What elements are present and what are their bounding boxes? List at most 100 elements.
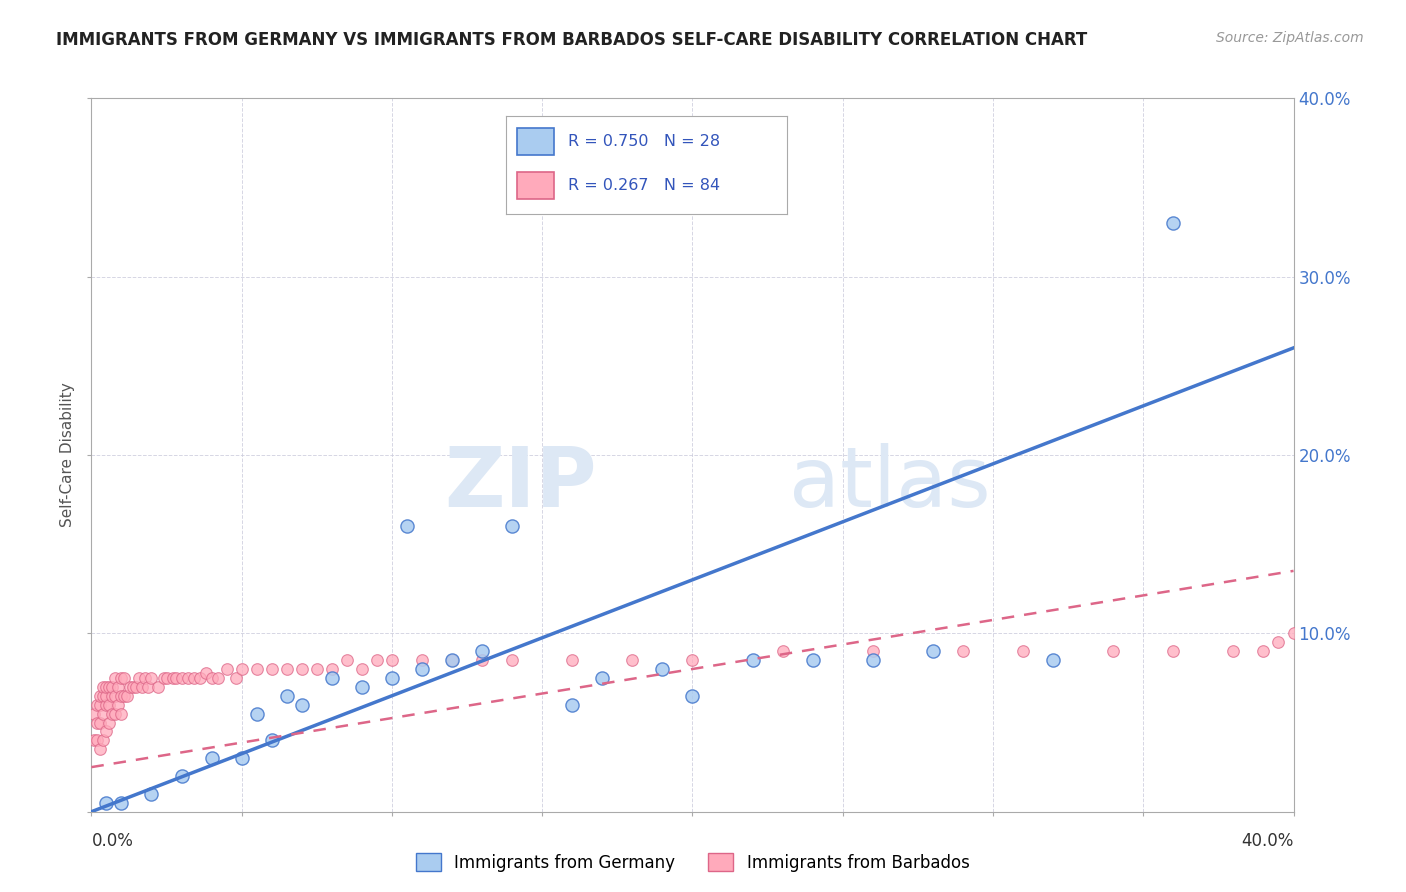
Point: [1102, 644, 1125, 658]
Point: [862, 644, 884, 658]
Point: [1042, 653, 1064, 667]
Point: [471, 653, 494, 667]
Point: [101, 706, 124, 721]
Point: [122, 680, 145, 694]
Point: [1253, 644, 1275, 658]
Point: [176, 671, 198, 685]
Point: [260, 662, 283, 676]
Point: [114, 671, 136, 685]
Point: [350, 680, 373, 694]
Point: [591, 671, 613, 685]
Point: [201, 671, 224, 685]
Point: [501, 653, 523, 667]
Point: [321, 662, 343, 676]
Point: [89, 742, 111, 756]
Point: [681, 689, 703, 703]
Point: [1222, 644, 1244, 658]
Point: [96, 724, 118, 739]
Point: [86, 715, 108, 730]
Text: R = 0.750   N = 28: R = 0.750 N = 28: [568, 134, 720, 149]
Point: [110, 671, 132, 685]
Point: [120, 680, 142, 694]
Point: [138, 680, 160, 694]
Point: [125, 680, 148, 694]
Point: [395, 519, 418, 533]
Point: [772, 644, 794, 658]
Point: [141, 787, 163, 801]
Point: [93, 706, 115, 721]
Point: [225, 671, 247, 685]
Point: [96, 796, 118, 810]
Point: [922, 644, 945, 658]
Point: [862, 653, 884, 667]
Point: [98, 680, 121, 694]
Point: [381, 653, 404, 667]
Point: [1012, 644, 1035, 658]
Point: [801, 653, 824, 667]
Point: [260, 733, 283, 747]
Point: [114, 689, 136, 703]
Text: IMMIGRANTS FROM GERMANY VS IMMIGRANTS FROM BARBADOS SELF-CARE DISABILITY CORRELA: IMMIGRANTS FROM GERMANY VS IMMIGRANTS FR…: [56, 31, 1087, 49]
Point: [411, 662, 433, 676]
FancyBboxPatch shape: [517, 128, 554, 155]
Point: [366, 653, 388, 667]
Point: [321, 671, 343, 685]
Point: [246, 662, 269, 676]
Point: [501, 519, 523, 533]
Point: [107, 698, 129, 712]
Point: [110, 706, 132, 721]
Point: [141, 671, 163, 685]
Point: [104, 671, 127, 685]
Point: [89, 715, 111, 730]
Text: atlas: atlas: [789, 443, 990, 524]
Point: [93, 733, 115, 747]
Point: [194, 665, 217, 680]
Point: [681, 653, 703, 667]
Point: [201, 751, 224, 765]
Point: [952, 644, 974, 658]
Point: [104, 706, 127, 721]
Point: [131, 680, 153, 694]
Point: [152, 671, 174, 685]
Point: [651, 662, 673, 676]
Point: [1161, 216, 1184, 230]
Text: Source: ZipAtlas.com: Source: ZipAtlas.com: [1216, 31, 1364, 45]
Point: [165, 671, 187, 685]
Y-axis label: Self-Care Disability: Self-Care Disability: [60, 383, 76, 527]
Point: [96, 680, 118, 694]
Point: [86, 698, 108, 712]
Point: [170, 769, 193, 783]
Point: [107, 680, 129, 694]
Point: [1161, 644, 1184, 658]
Text: 40.0%: 40.0%: [1241, 831, 1294, 849]
Text: ZIP: ZIP: [444, 443, 596, 524]
Point: [183, 671, 205, 685]
Point: [350, 662, 373, 676]
Point: [89, 689, 111, 703]
Point: [741, 653, 763, 667]
Point: [117, 689, 139, 703]
Point: [98, 698, 121, 712]
Point: [134, 671, 156, 685]
Point: [246, 706, 269, 721]
Point: [305, 662, 328, 676]
Point: [1267, 635, 1289, 649]
Point: [231, 662, 253, 676]
Point: [101, 680, 124, 694]
Point: [215, 662, 238, 676]
Legend: Immigrants from Germany, Immigrants from Barbados: Immigrants from Germany, Immigrants from…: [409, 847, 976, 879]
Point: [411, 653, 433, 667]
Point: [162, 671, 184, 685]
Point: [276, 662, 298, 676]
Point: [1282, 626, 1305, 640]
Point: [621, 653, 644, 667]
Point: [101, 689, 124, 703]
Point: [110, 796, 132, 810]
Point: [98, 715, 121, 730]
Point: [89, 698, 111, 712]
Point: [104, 689, 127, 703]
Point: [110, 689, 132, 703]
Point: [561, 653, 583, 667]
Point: [128, 671, 150, 685]
Point: [440, 653, 463, 667]
